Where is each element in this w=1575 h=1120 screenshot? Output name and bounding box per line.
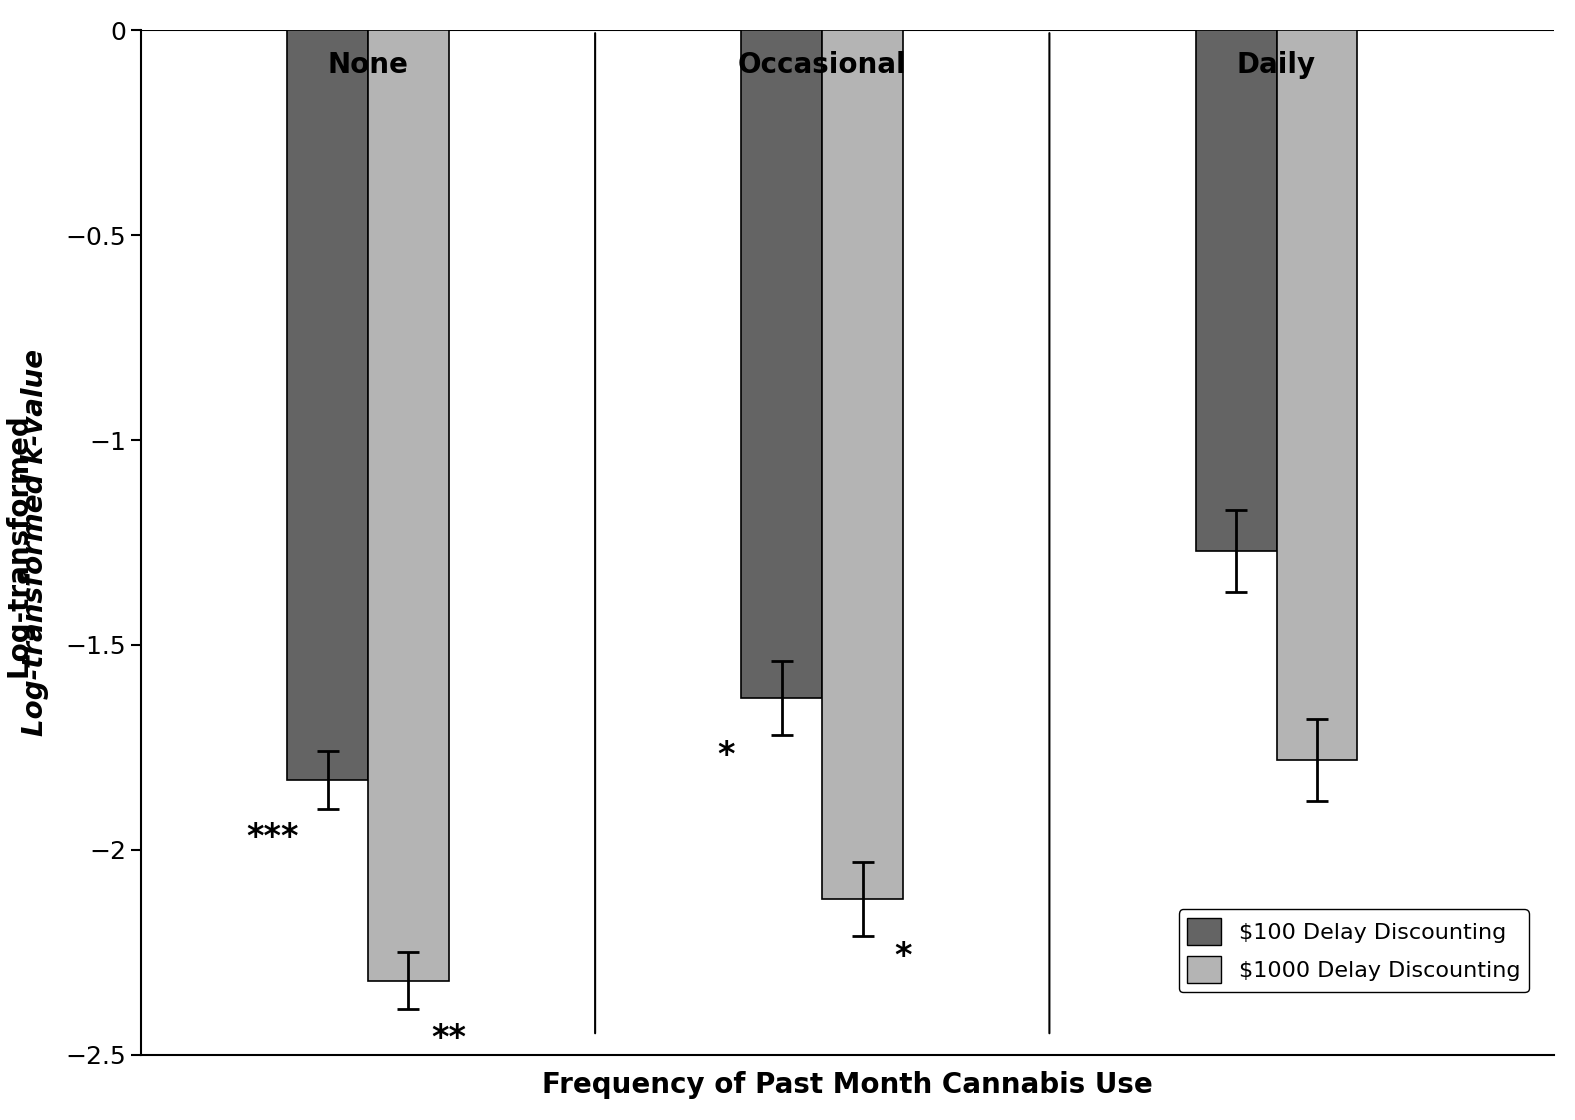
Text: Log-transformed: Log-transformed [6,407,35,679]
X-axis label: Frequency of Past Month Cannabis Use: Frequency of Past Month Cannabis Use [542,1071,1153,1099]
Bar [1277,30,1358,759]
Bar [822,30,902,899]
Text: *: * [895,940,912,973]
Text: **: ** [432,1021,466,1055]
Bar [369,30,449,981]
Text: *: * [718,739,736,772]
Bar [1195,30,1277,551]
Text: None: None [328,50,408,78]
Text: ***: *** [246,821,298,853]
Bar [287,30,369,780]
Text: Occasional: Occasional [739,50,907,78]
Bar [742,30,822,698]
Text: Daily: Daily [1236,50,1317,78]
Y-axis label: Log-transformed k-value: Log-transformed k-value [20,348,49,736]
Legend: $100 Delay Discounting, $1000 Delay Discounting: $100 Delay Discounting, $1000 Delay Disc… [1178,909,1529,992]
